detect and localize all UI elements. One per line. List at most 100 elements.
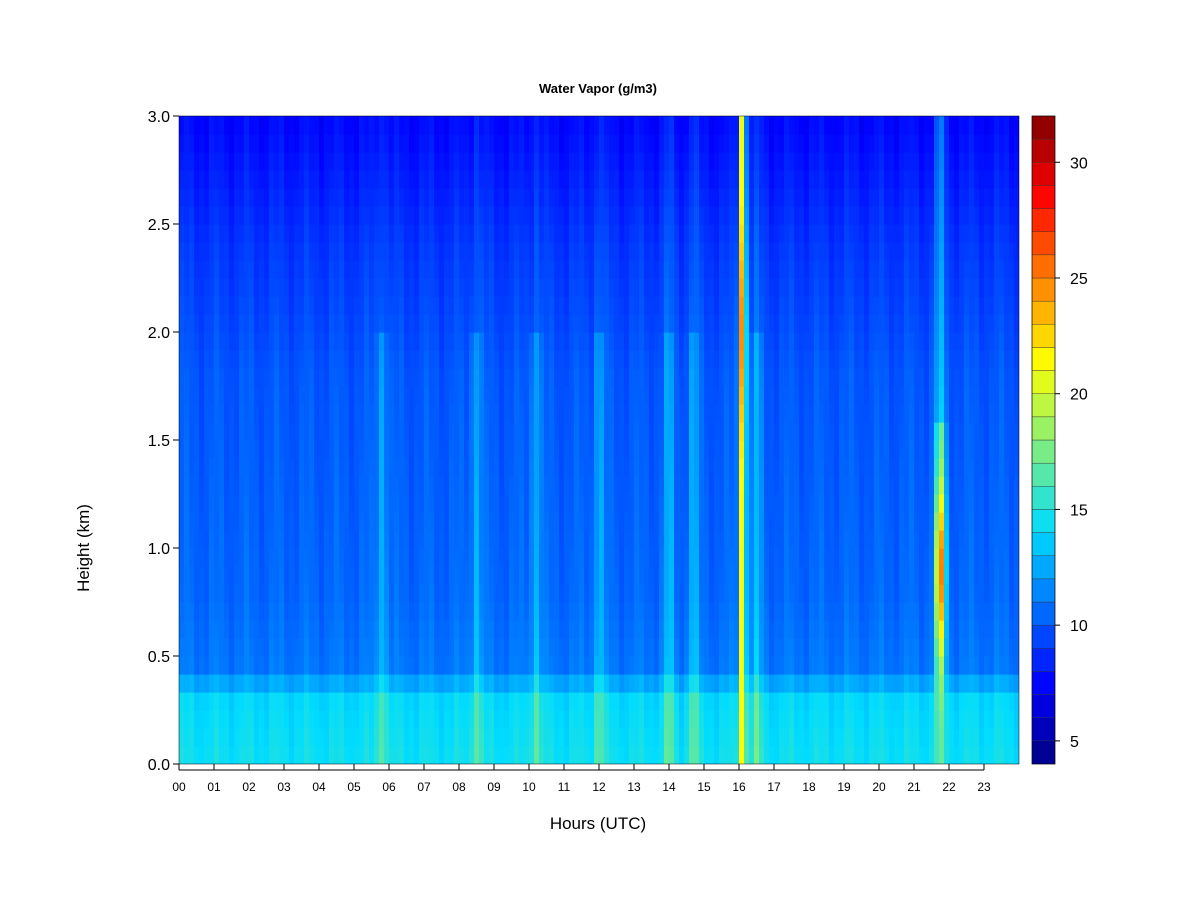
heatmap-cell bbox=[274, 152, 280, 171]
heatmap-cell bbox=[639, 422, 645, 441]
heatmap-cell bbox=[309, 566, 315, 585]
heatmap-cell bbox=[384, 638, 390, 657]
heatmap-cell bbox=[194, 674, 200, 693]
heatmap-cell bbox=[249, 314, 255, 333]
heatmap-cell bbox=[544, 674, 550, 693]
heatmap-cell bbox=[599, 566, 605, 585]
heatmap-cell bbox=[494, 512, 500, 531]
heatmap-cell bbox=[299, 476, 305, 495]
heatmap-cell bbox=[194, 170, 200, 189]
heatmap-cell bbox=[834, 314, 840, 333]
heatmap-cell bbox=[819, 242, 825, 261]
heatmap-cell bbox=[594, 368, 600, 387]
heatmap-cell bbox=[789, 638, 795, 657]
heatmap-cell bbox=[274, 656, 280, 675]
heatmap-cell bbox=[429, 728, 435, 747]
heatmap-cell bbox=[869, 512, 875, 531]
heatmap-cell bbox=[394, 566, 400, 585]
heatmap-cell bbox=[219, 512, 225, 531]
heatmap-cell bbox=[314, 404, 320, 423]
heatmap-cell bbox=[189, 440, 195, 459]
heatmap-cell bbox=[484, 656, 490, 675]
heatmap-cell bbox=[464, 260, 470, 279]
heatmap-cell bbox=[509, 584, 515, 603]
heatmap-cell bbox=[629, 404, 635, 423]
heatmap-cell bbox=[479, 224, 485, 243]
heatmap-cell bbox=[834, 512, 840, 531]
heatmap-cell bbox=[839, 620, 845, 639]
heatmap-cell bbox=[204, 530, 210, 549]
heatmap-cell bbox=[529, 620, 535, 639]
heatmap-cell bbox=[384, 476, 390, 495]
heatmap-cell bbox=[704, 692, 710, 711]
heatmap-cell bbox=[669, 494, 675, 513]
heatmap-cell bbox=[804, 566, 810, 585]
heatmap-cell bbox=[669, 656, 675, 675]
heatmap-cell bbox=[859, 368, 865, 387]
heatmap-cell bbox=[849, 134, 855, 153]
heatmap-cell bbox=[314, 746, 320, 764]
heatmap-cell bbox=[774, 314, 780, 333]
heatmap-cell bbox=[724, 440, 730, 459]
heatmap-cell bbox=[229, 404, 235, 423]
heatmap-cell bbox=[404, 674, 410, 693]
heatmap-cell bbox=[724, 422, 730, 441]
heatmap-cell bbox=[714, 278, 720, 297]
heatmap-cell bbox=[329, 206, 335, 225]
heatmap-cell bbox=[239, 602, 245, 621]
heatmap-cell bbox=[729, 422, 735, 441]
heatmap-cell bbox=[644, 548, 650, 567]
heatmap-cell bbox=[559, 314, 565, 333]
heatmap-cell bbox=[269, 134, 275, 153]
heatmap-cell bbox=[434, 116, 440, 135]
heatmap-cell bbox=[344, 746, 350, 764]
heatmap-cell bbox=[794, 296, 800, 315]
heatmap-cell bbox=[844, 746, 850, 764]
heatmap-cell bbox=[544, 332, 550, 351]
heatmap-cell bbox=[194, 404, 200, 423]
heatmap-cell bbox=[434, 620, 440, 639]
heatmap-cell bbox=[749, 242, 755, 261]
heatmap-cell bbox=[454, 746, 460, 764]
heatmap-cell bbox=[374, 530, 380, 549]
heatmap-cell bbox=[479, 116, 485, 135]
heatmap-cell bbox=[214, 350, 220, 369]
heatmap-cell bbox=[414, 260, 420, 279]
heatmap-cell bbox=[439, 332, 445, 351]
heatmap-cell bbox=[214, 674, 220, 693]
heatmap-cell bbox=[449, 476, 455, 495]
heatmap-cell bbox=[634, 152, 640, 171]
heatmap-cell bbox=[664, 620, 670, 639]
heatmap-cell bbox=[664, 404, 670, 423]
heatmap-cell bbox=[364, 314, 370, 333]
heatmap-cell bbox=[289, 170, 295, 189]
heatmap-cell bbox=[584, 260, 590, 279]
heatmap-cell bbox=[344, 386, 350, 405]
heatmap-cell bbox=[774, 296, 780, 315]
heatmap-cell bbox=[319, 188, 325, 207]
heatmap-cell bbox=[209, 134, 215, 153]
heatmap-cell bbox=[239, 206, 245, 225]
heatmap-cell bbox=[799, 368, 805, 387]
heatmap-cell bbox=[409, 368, 415, 387]
heatmap-cell bbox=[284, 422, 290, 441]
heatmap-cell bbox=[369, 746, 375, 764]
heatmap-cell bbox=[344, 278, 350, 297]
heatmap-cell bbox=[864, 368, 870, 387]
heatmap-cell bbox=[764, 602, 770, 621]
heatmap-cell bbox=[729, 350, 735, 369]
heatmap-cell bbox=[564, 152, 570, 171]
heatmap-cell bbox=[349, 224, 355, 243]
heatmap-cell bbox=[864, 260, 870, 279]
heatmap-cell bbox=[474, 494, 480, 513]
heatmap-cell bbox=[324, 440, 330, 459]
heatmap-cell bbox=[509, 206, 515, 225]
heatmap-cell bbox=[324, 728, 330, 747]
heatmap-cell bbox=[719, 728, 725, 747]
heatmap-cell bbox=[444, 170, 450, 189]
heatmap-cell bbox=[789, 188, 795, 207]
heatmap-cell bbox=[334, 206, 340, 225]
heatmap-cell bbox=[254, 170, 260, 189]
heatmap-cell bbox=[789, 494, 795, 513]
heatmap-cell bbox=[869, 440, 875, 459]
